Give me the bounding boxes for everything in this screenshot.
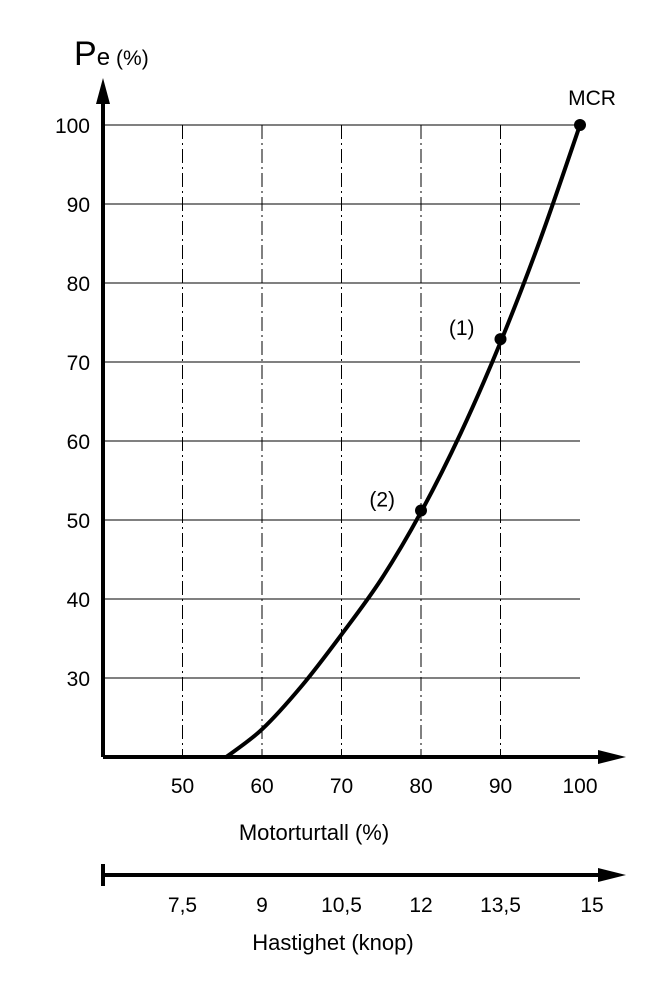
speed-tick-label: 13,5 [480, 894, 521, 917]
speed-tick-label: 7,5 [168, 894, 197, 917]
x-axis-arrow [598, 750, 626, 764]
y-tick-label-90: 90 [67, 194, 90, 217]
y-tick-labels: 30 40 50 60 70 80 90 100 [55, 115, 90, 691]
speed-axis-title: Hastighet (knop) [252, 930, 413, 955]
operating-point-label: (1) [449, 317, 475, 340]
operating-point [415, 504, 427, 517]
x-tick-label-100: 100 [562, 775, 597, 798]
y-tick-label-100: 100 [55, 115, 90, 138]
x-tick-label-80: 80 [409, 775, 432, 798]
y-axis-title-main: P [74, 35, 97, 73]
points: (2) (1) MCR [369, 87, 616, 517]
operating-point-label: MCR [568, 87, 616, 110]
operating-point-label: (2) [369, 489, 395, 512]
speed-tick-label: 12 [409, 894, 432, 917]
y-tick-label-70: 70 [67, 352, 90, 375]
speed-tick-labels: 7,5 9 10,5 12 13,5 15 [168, 894, 604, 917]
y-tick-label-40: 40 [67, 589, 90, 612]
x-tick-labels: 50 60 70 80 90 100 [171, 775, 598, 798]
operating-point [494, 333, 507, 346]
y-axis-title-subscript: e [97, 44, 110, 71]
y-axis-arrow [96, 78, 110, 104]
grid [103, 124, 580, 757]
y-axis-title-unit: (%) [116, 47, 149, 70]
x-tick-label-70: 70 [330, 775, 353, 798]
speed-tick-label: 10,5 [321, 894, 362, 917]
x-tick-label-90: 90 [489, 775, 512, 798]
speed-tick-label: 9 [256, 894, 268, 917]
speed-tick-label: 15 [580, 894, 603, 917]
y-axis-title: Pe (%) [74, 35, 149, 73]
y-tick-label-60: 60 [67, 431, 90, 454]
y-tick-label-50: 50 [67, 510, 90, 533]
operating-point [574, 119, 586, 131]
x-tick-label-60: 60 [250, 775, 273, 798]
axes [96, 78, 626, 886]
x-tick-label-50: 50 [171, 775, 194, 798]
x-axis-title: Motorturtall (%) [239, 820, 389, 845]
y-tick-label-30: 30 [67, 668, 90, 691]
speed-axis-arrow [598, 868, 626, 882]
y-tick-label-80: 80 [67, 273, 90, 296]
